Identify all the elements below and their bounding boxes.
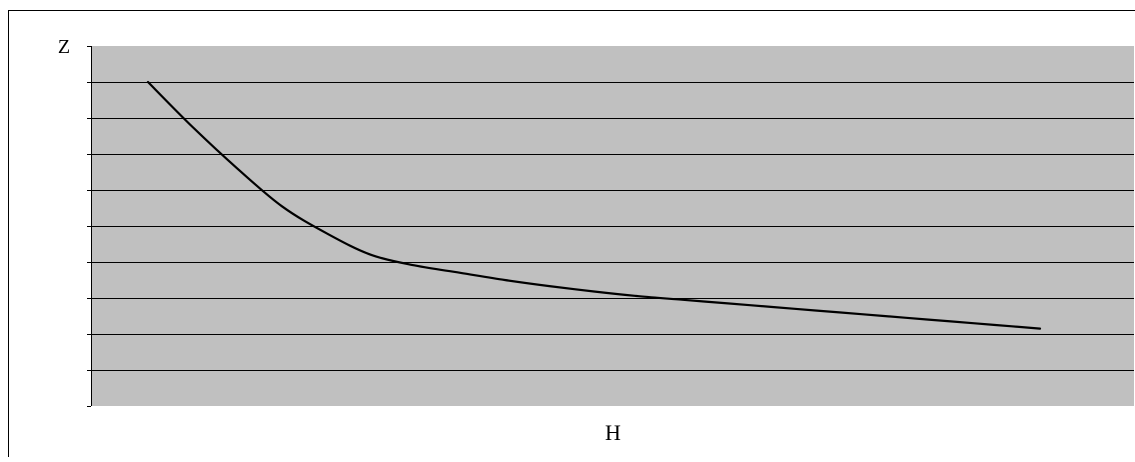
gridlines <box>91 82 1134 371</box>
series-line <box>146 80 1042 330</box>
y-axis-label: Z <box>58 36 70 58</box>
y-axis-ticks <box>87 46 91 407</box>
x-axis-label: H <box>605 420 621 445</box>
